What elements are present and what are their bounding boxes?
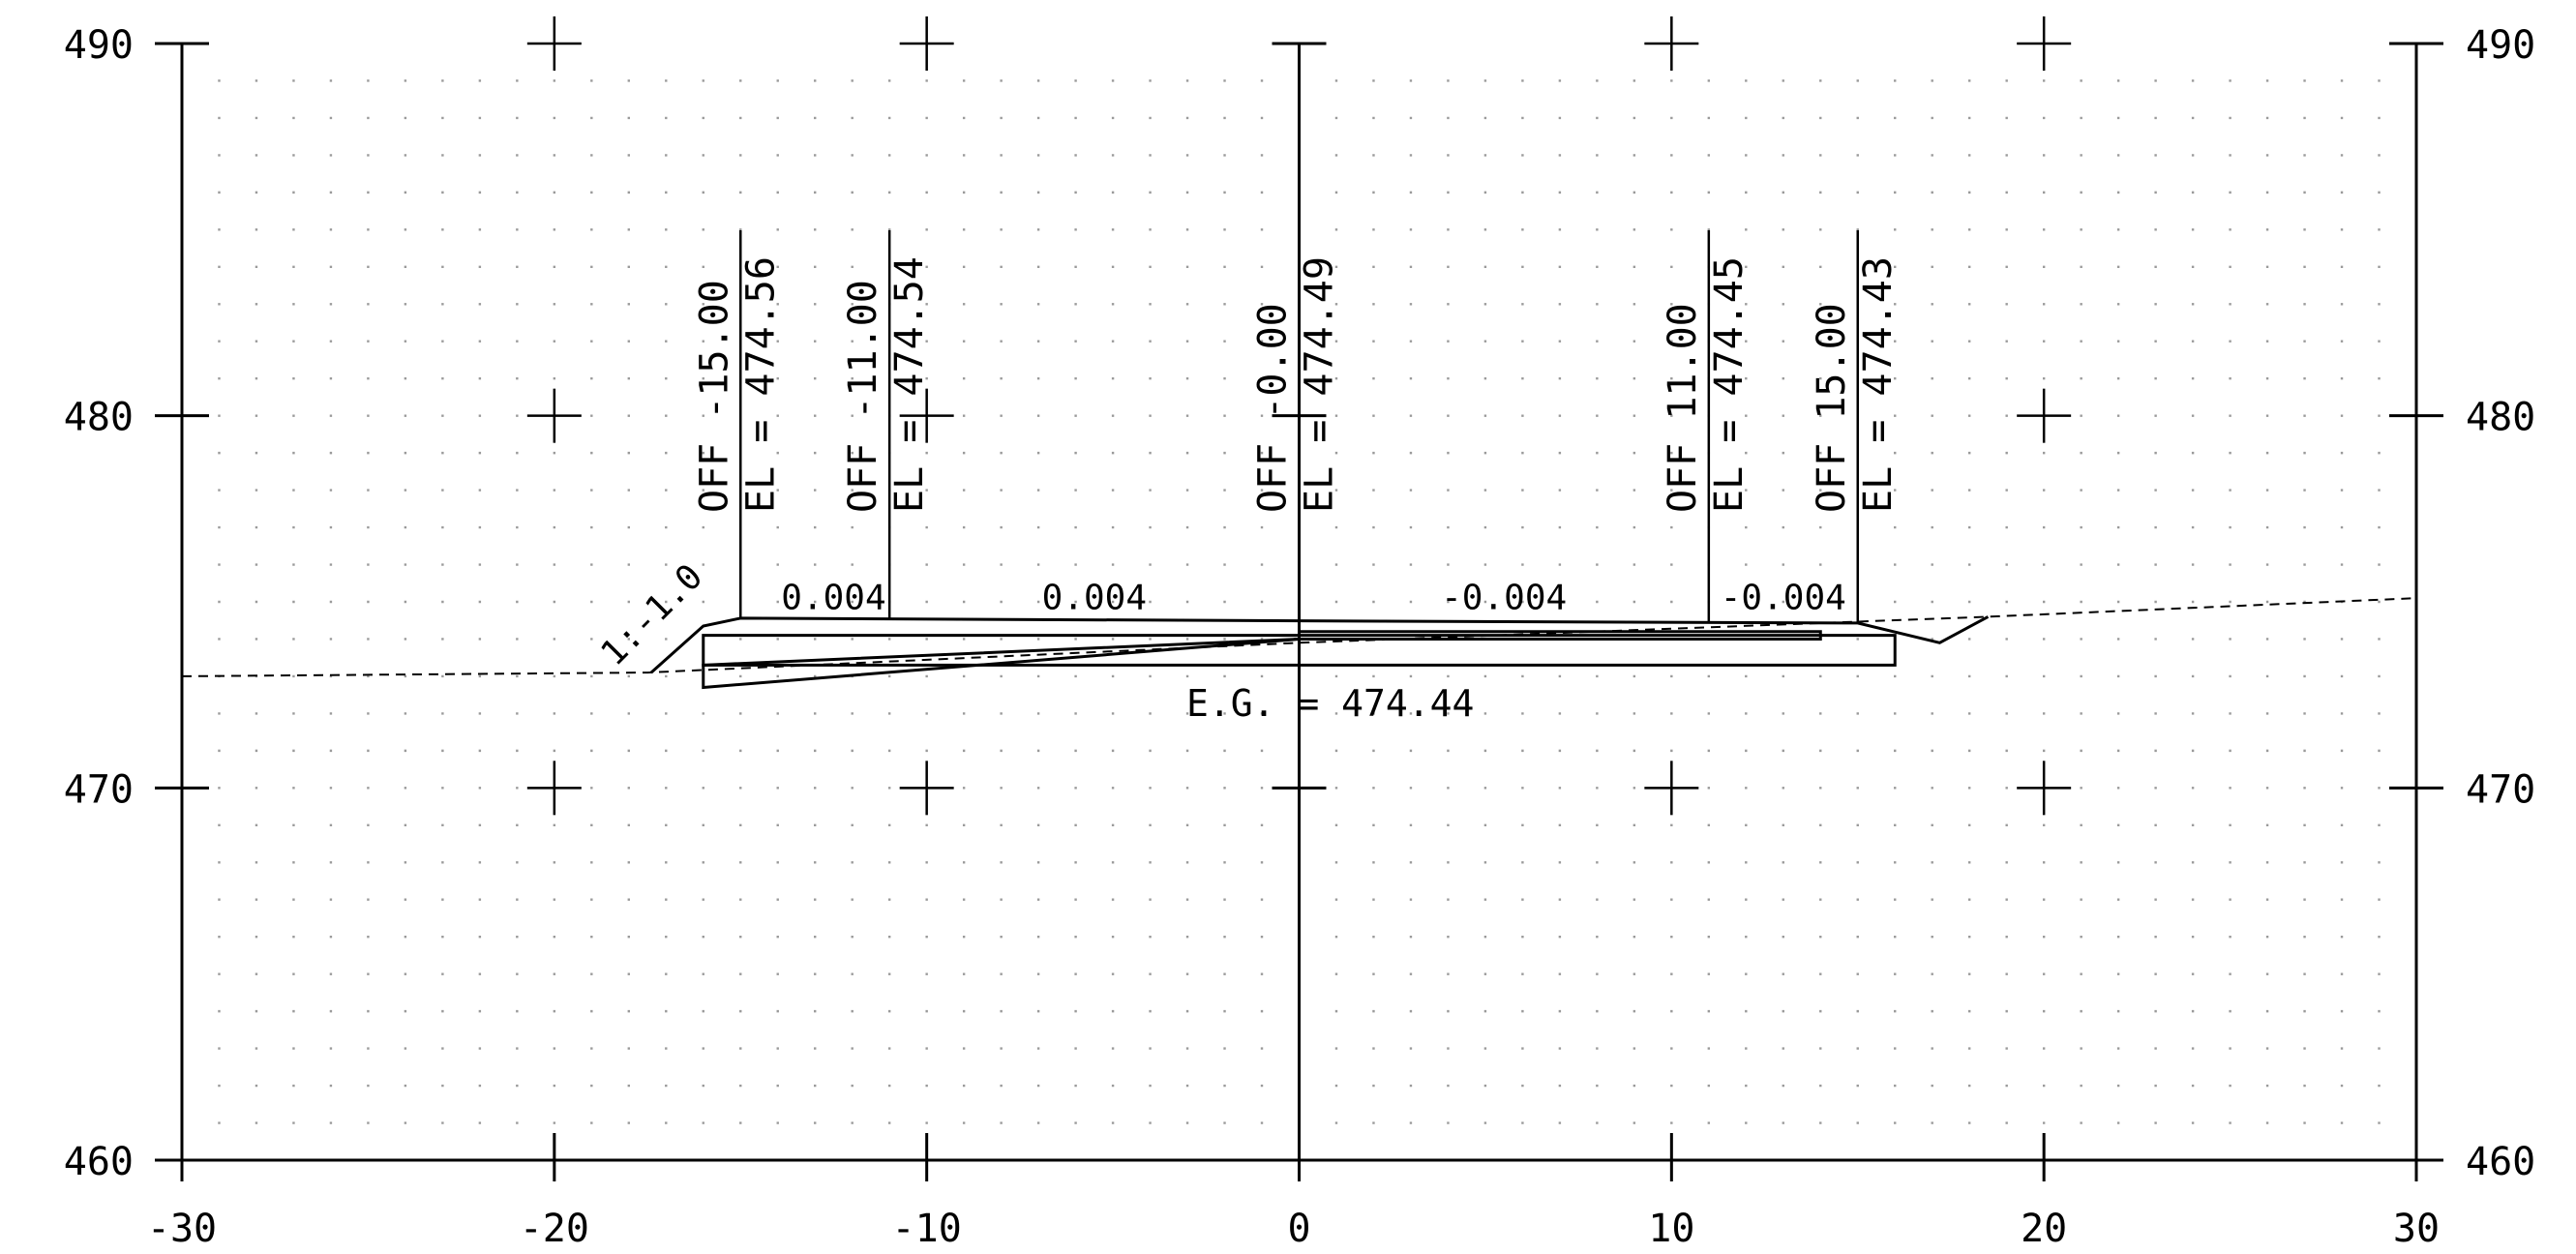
grid-cross-marker [899,16,954,71]
grid-cross-marker [2017,16,2072,71]
grid-crosses [526,16,2072,816]
section-labels: OFF -15.00 EL = 474.56 OFF -11.00 EL = 474.… [593,230,1901,725]
x-tick-label: -20 [520,1207,589,1249]
callout-elevation-label: EL = 474.54 [887,256,932,513]
grid-cross-marker [899,388,954,443]
callout-elevation-label: EL = 474.45 [1707,256,1752,513]
callout-elevation-label: EL = 474.43 [1856,256,1901,513]
x-tick-label: -30 [147,1207,217,1249]
plot-axes: 460 460 470 470 480 480 490 490 -30 -20 -10 0 10 20 30 [64,23,2536,1251]
y-tick-label-right: 490 [2466,23,2535,68]
x-tick-label: -10 [892,1207,962,1249]
grid-cross-marker [526,16,582,71]
grid-cross-marker [1644,761,1699,816]
x-tick-label: 20 [2021,1207,2067,1249]
side-slope-label: 1:-1.0 [593,556,710,673]
y-tick-label-right: 480 [2466,396,2535,440]
y-tick-label-left: 460 [64,1140,134,1184]
y-tick-label-left: 490 [64,23,134,68]
y-tick-label-right: 460 [2466,1140,2535,1184]
grid-cross-marker [2017,388,2072,443]
y-tick-label-left: 480 [64,396,134,440]
callout-elevation-label: EL = 474.56 [738,256,783,513]
x-tick-label: 0 [1287,1207,1310,1249]
existing-ground-label: E.G. = 474.44 [1186,682,1474,725]
callout-offset-label: OFF -15.00 [692,280,736,513]
callout-offset-label: OFF -0.00 [1251,303,1296,513]
cross-slope-label: 0.004 [1042,578,1147,617]
grid-cross-marker [899,761,954,816]
y-tick-label-left: 470 [64,767,134,812]
existing-ground-line [181,597,2417,677]
callout-offset-label: OFF 11.00 [1661,303,1705,513]
cross-slope-label: 0.004 [781,578,885,617]
pavement-wedge [702,637,1300,690]
pavement-wedge [1298,630,1822,641]
callout-offset-label: OFF -11.00 [841,280,885,513]
callout-elevation-label: EL = 474.49 [1298,256,1342,513]
callout-offset-label: OFF 15.00 [1810,303,1854,513]
cross-slope-label: -0.004 [1441,578,1567,617]
cross-slope-label: -0.004 [1721,578,1846,617]
grid-cross-marker [2017,761,2072,816]
x-tick-label: 30 [2393,1207,2440,1249]
grid-cross-marker [1644,16,1699,71]
x-tick-label: 10 [1648,1207,1694,1249]
grid-cross-marker [526,388,582,443]
grid-cross-marker [526,761,582,816]
section-geometry [181,597,2417,690]
y-tick-label-right: 470 [2466,767,2535,812]
